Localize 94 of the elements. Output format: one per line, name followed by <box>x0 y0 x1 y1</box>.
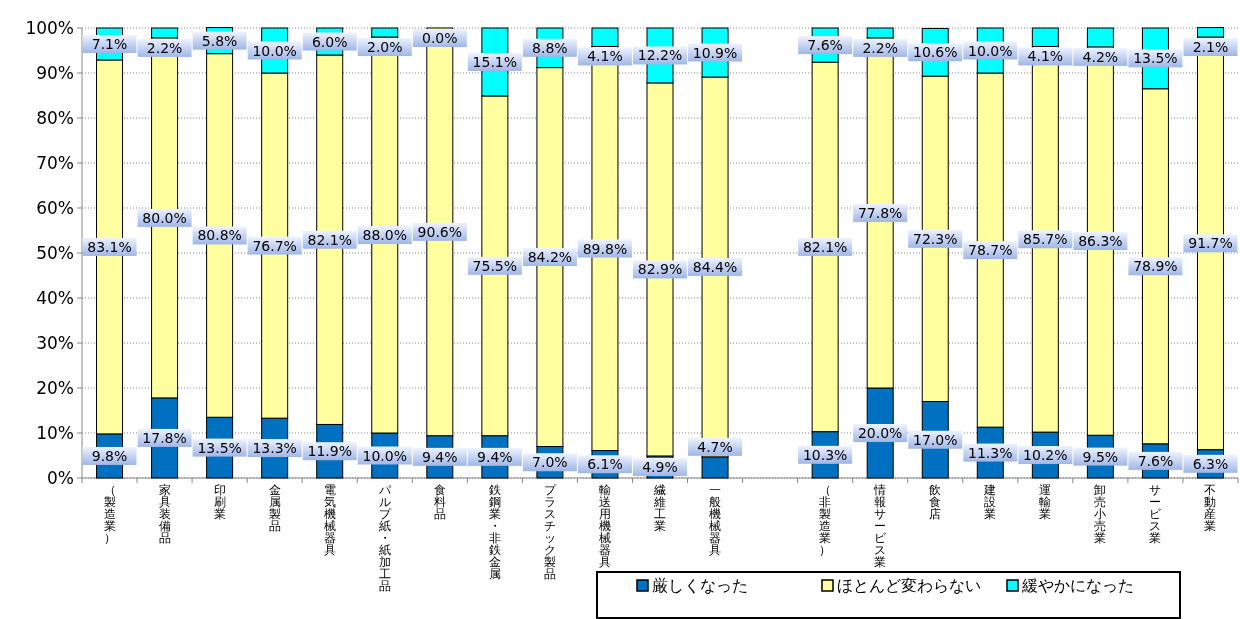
data-label: 8.8% <box>532 39 568 56</box>
data-label: 84.2% <box>527 249 573 266</box>
data-label: 17.8% <box>142 429 187 446</box>
data-label: 10.0% <box>362 447 407 464</box>
y-tick-label: 20% <box>36 378 74 398</box>
data-label: 72.3% <box>913 230 958 247</box>
data-label: 2.0% <box>366 39 403 55</box>
data-label: 4.1% <box>587 48 623 65</box>
data-label: 2.2% <box>862 39 898 56</box>
x-tick-label: 運輸業 <box>1039 483 1052 521</box>
data-label: 90.6% <box>417 223 463 240</box>
data-label: 2.1% <box>1192 39 1229 55</box>
y-tick-label: 80% <box>36 108 74 128</box>
data-label: 17.0% <box>913 431 958 448</box>
x-tick-label: 繊維工業 <box>653 483 666 533</box>
y-tick-label: 40% <box>36 288 74 308</box>
data-label: 2.2% <box>146 39 183 56</box>
data-label: 91.7% <box>1188 235 1233 252</box>
data-label: 86.3% <box>1078 233 1123 250</box>
data-label: 7.6% <box>807 37 843 54</box>
data-label: 6.0% <box>311 33 348 50</box>
data-label: 11.3% <box>968 444 1013 461</box>
data-label: 7.6% <box>1137 452 1174 469</box>
data-label: 13.5% <box>197 439 242 456</box>
data-label: 15.1% <box>472 53 518 70</box>
data-label: 4.1% <box>1027 48 1064 65</box>
data-label: 5.8% <box>201 32 238 49</box>
x-tick-label: （非製造業） <box>819 483 832 557</box>
x-tick-label: 飲食店 <box>929 483 942 521</box>
data-label: 13.3% <box>252 440 297 457</box>
category-label: パルプ紙・紙加工品 <box>378 483 391 593</box>
data-label: 6.1% <box>587 456 623 473</box>
y-tick-label: 0% <box>47 468 74 488</box>
data-label: 89.8% <box>582 240 628 257</box>
data-label: 10.0% <box>252 42 297 59</box>
data-label: 10.2% <box>1023 447 1068 464</box>
x-tick-label: 印刷業 <box>213 483 226 521</box>
data-label: 76.7% <box>252 237 297 254</box>
data-label: 20.0% <box>857 425 903 441</box>
y-tick-label: 60% <box>36 198 74 218</box>
y-tick-label: 90% <box>36 63 74 83</box>
data-label: 4.9% <box>642 458 678 475</box>
x-tick-label: 建設業 <box>983 483 997 521</box>
data-label: 85.7% <box>1023 231 1068 248</box>
x-tick-label: 不動産業 <box>1204 483 1217 533</box>
data-label: 10.3% <box>802 446 848 463</box>
data-label: 10.0% <box>968 42 1013 59</box>
data-label: 11.9% <box>307 443 352 460</box>
data-label: 9.4% <box>422 448 458 465</box>
data-label: 77.8% <box>857 204 903 221</box>
data-label: 6.3% <box>1192 455 1229 472</box>
data-label: 9.5% <box>1082 448 1119 465</box>
data-label: 78.7% <box>968 242 1013 259</box>
data-label: 88.0% <box>362 227 407 243</box>
data-label: 12.2% <box>637 47 683 64</box>
data-label: 4.2% <box>1082 48 1119 65</box>
x-tick-label: （製造業） <box>103 483 116 545</box>
data-label: 83.1% <box>87 238 132 255</box>
data-label: 82.1% <box>307 231 352 248</box>
data-label: 0.0% <box>422 30 458 46</box>
data-label: 4.7% <box>697 438 733 455</box>
legend-label: 厳しくなった <box>652 576 748 595</box>
x-tick-label: 家具装備品 <box>158 483 171 545</box>
data-label: 10.6% <box>913 44 958 61</box>
x-tick-label: 金属製品 <box>268 483 281 533</box>
y-tick-label: 50% <box>36 243 74 263</box>
data-label: 9.4% <box>477 448 513 465</box>
data-label: 82.9% <box>637 261 683 278</box>
x-tick-label: 電気機械器具 <box>323 483 336 557</box>
y-tick-label: 30% <box>36 333 74 353</box>
data-label: 80.8% <box>197 227 242 244</box>
legend-label: 緩やかになった <box>1021 576 1134 595</box>
data-label: 80.0% <box>142 209 187 226</box>
x-tick-label: 輸送用機械器具 <box>598 483 611 569</box>
x-tick-label: 一般機械器具 <box>709 483 722 557</box>
data-label: 9.8% <box>91 447 128 464</box>
y-tick-label: 100% <box>25 18 74 38</box>
y-tick-label: 10% <box>36 423 74 443</box>
x-tick-label: 食料品 <box>433 483 446 521</box>
y-tick-label: 70% <box>36 153 74 173</box>
data-label: 10.9% <box>692 44 738 61</box>
data-label: 75.5% <box>472 257 518 274</box>
x-tick-label: 卸売小売業 <box>1094 483 1107 545</box>
data-label: 82.1% <box>802 238 848 255</box>
data-label: 78.9% <box>1133 258 1178 275</box>
data-label: 7.1% <box>91 35 128 52</box>
data-label: 84.4% <box>692 258 738 275</box>
x-tick-label: プラスチック製品 <box>543 483 557 581</box>
x-tick-label: 鉄鋼業・非鉄金属 <box>488 483 501 581</box>
x-tick-label: サービス業 <box>1149 483 1163 545</box>
legend-label: ほとんど変わらない <box>837 576 981 595</box>
x-tick-label: 情報サービス業 <box>873 483 888 569</box>
data-label: 13.5% <box>1133 50 1178 67</box>
data-label: 7.0% <box>532 454 568 471</box>
